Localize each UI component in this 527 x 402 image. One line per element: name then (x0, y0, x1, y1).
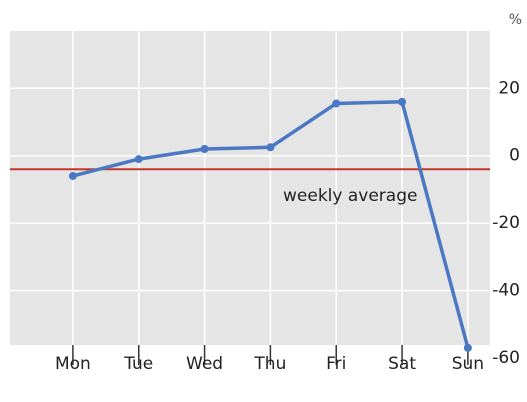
y-unit: % (509, 12, 522, 28)
reference-label: weekly average (283, 186, 417, 206)
point (398, 97, 407, 106)
point (266, 143, 275, 152)
y-tick-label: 0 (509, 146, 520, 166)
x-tick-label: Wed (186, 354, 223, 374)
point (332, 99, 341, 108)
plot-area (10, 31, 490, 345)
x-tick-label: Sat (388, 354, 416, 374)
x-tick-label: Tue (123, 354, 153, 374)
y-tick-label: -20 (492, 213, 520, 233)
y-tick-label: 20 (498, 78, 520, 98)
x-tick-label: Mon (55, 354, 91, 374)
point (200, 144, 209, 153)
point (463, 343, 472, 352)
point (68, 171, 77, 180)
point (134, 155, 143, 164)
x-tick-label: Sun (452, 354, 484, 374)
x-tick-label: Thu (253, 354, 286, 374)
y-tick-label: -60 (492, 348, 520, 368)
y-tick-label: -40 (492, 281, 520, 301)
x-tick-label: Fri (326, 354, 346, 374)
